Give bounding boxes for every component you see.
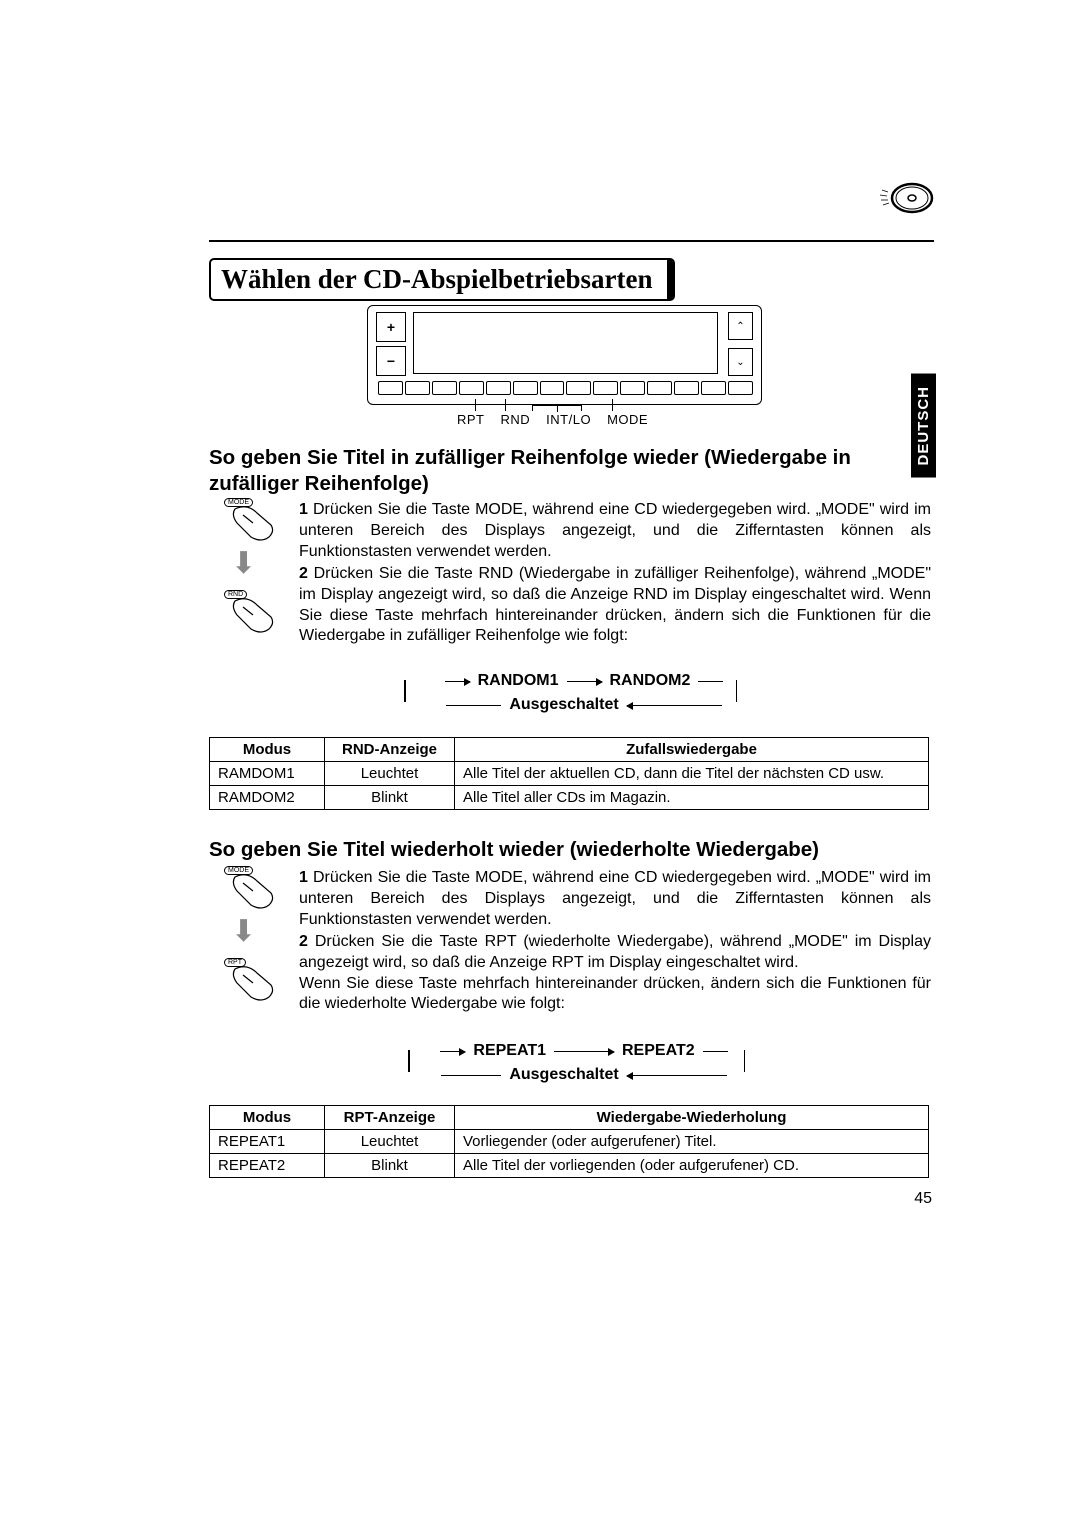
table-row: REPEAT2 Blinkt Alle Titel der vorliegend… (210, 1154, 929, 1178)
table-header: Modus (210, 1106, 325, 1130)
table-header: RPT-Anzeige (325, 1106, 455, 1130)
radio-face-diagram: + − ⌃ ⌄ RPT RND INT/LO MODE (367, 305, 762, 440)
section1-step1: 1 Drücken Sie die Taste MODE, während ei… (299, 500, 931, 562)
down-arrow-icon: ⬇ (231, 546, 251, 586)
section1-step2: 2 Drücken Sie die Taste RND (Wiedergabe … (299, 564, 931, 647)
radio-label-mode: MODE (607, 412, 648, 427)
table-header: RND-Anzeige (325, 738, 455, 762)
repeat-cycle-diagram: REPEAT1 REPEAT2 Ausgeschaltet (409, 1042, 759, 1084)
table-row: REPEAT1 Leuchtet Vorliegender (oder aufg… (210, 1130, 929, 1154)
section2-step2: 2 Drücken Sie die Taste RPT (wiederholte… (299, 932, 931, 1015)
table-row: RAMDOM1 Leuchtet Alle Titel der aktuelle… (210, 762, 929, 786)
radio-label-intlo: INT/LO (546, 412, 591, 427)
down-arrow-icon-2: ⬇ (231, 914, 251, 954)
press-rpt-icon: RPT (224, 958, 284, 1006)
press-rnd-icon: RND (224, 590, 284, 638)
table-header: Wiedergabe-Wiederholung (455, 1106, 929, 1130)
random-cycle-diagram: RANDOM1 RANDOM2 Ausgeschaltet (409, 672, 759, 714)
radio-label-rnd: RND (501, 412, 531, 427)
press-mode-icon: MODE (224, 498, 284, 546)
header-divider (209, 240, 934, 242)
press-mode-icon-2: MODE (224, 866, 284, 914)
section2-heading: So geben Sie Titel wiederholt wieder (wi… (209, 837, 929, 863)
page-title: Wählen der CD-Abspielbetriebsarten (209, 258, 675, 301)
section2-step1: 1 Drücken Sie die Taste MODE, während ei… (299, 868, 931, 930)
table-header: Modus (210, 738, 325, 762)
table-header: Zufallswiedergabe (455, 738, 929, 762)
page-number: 45 (914, 1190, 932, 1208)
section1-heading: So geben Sie Titel in zufälliger Reihenf… (209, 445, 929, 496)
cd-icon (878, 180, 934, 216)
repeat-mode-table: Modus RPT-Anzeige Wiedergabe-Wiederholun… (209, 1105, 929, 1178)
table-row: RAMDOM2 Blinkt Alle Titel aller CDs im M… (210, 786, 929, 810)
radio-label-rpt: RPT (457, 412, 485, 427)
random-mode-table: Modus RND-Anzeige Zufallswiedergabe RAMD… (209, 737, 929, 810)
